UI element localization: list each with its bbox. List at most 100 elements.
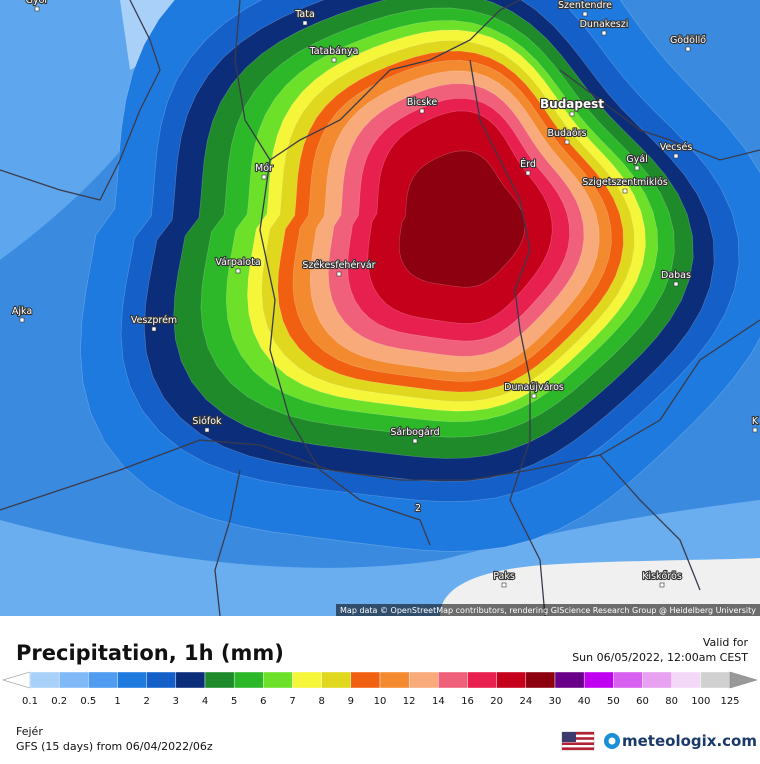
city-label: Szigetszentmiklós	[582, 177, 668, 188]
city-label: Székesfehérvár	[302, 260, 375, 271]
scale-label: 1	[114, 696, 120, 707]
city-marker	[601, 30, 607, 36]
city-label: Kiskőrös	[642, 571, 682, 582]
city-marker	[34, 6, 40, 12]
city-label: Győr	[26, 0, 49, 6]
city-marker	[531, 393, 537, 399]
county-border	[469, 59, 546, 616]
city-label: Tata	[294, 9, 315, 20]
scale-label: 125	[720, 696, 739, 707]
brand-name: meteologix.com	[622, 732, 757, 750]
scale-box	[379, 671, 410, 689]
scale-box	[467, 671, 497, 689]
scale-arrow-left	[1, 671, 31, 689]
county-border	[234, 0, 521, 161]
map: Győr Tata Szentendre Dunakeszi Gödöllő Tatabá…	[0, 0, 760, 616]
city-marker	[685, 46, 691, 52]
city-marker	[302, 20, 308, 26]
scale-box	[321, 671, 352, 689]
scale-box	[175, 671, 206, 689]
city-marker	[19, 317, 25, 323]
borders	[0, 0, 760, 616]
scale-box	[58, 671, 89, 689]
city-label: K	[752, 416, 759, 427]
scale-box	[88, 671, 118, 689]
city-label: Dunakeszi	[580, 19, 629, 30]
city-label: Tatabánya	[309, 46, 359, 57]
city-label: Mór	[255, 163, 273, 174]
city-label: Gödöllő	[670, 35, 706, 46]
scale-label: 30	[549, 696, 562, 707]
city-label: Szentendre	[558, 0, 612, 11]
scale-box	[204, 671, 235, 689]
flag-stripe	[562, 737, 594, 740]
scale-label: 100	[691, 696, 710, 707]
scale-box	[117, 671, 147, 689]
county-border	[0, 0, 161, 201]
scale-box	[700, 671, 731, 689]
city-marker	[622, 188, 628, 194]
brand[interactable]: meteologix.com	[604, 732, 757, 750]
scale-label: 14	[432, 696, 445, 707]
model-run: GFS (15 days) from 06/04/2022/06z	[16, 740, 213, 753]
flag-stripe	[562, 732, 594, 735]
scale-label: 0.2	[51, 696, 67, 707]
scale-label: 7	[289, 696, 295, 707]
city-marker	[582, 11, 588, 17]
scale-label: 12	[403, 696, 416, 707]
scale-label: 50	[607, 696, 620, 707]
city-label: Várpalota	[215, 257, 260, 268]
scale-box	[671, 671, 702, 689]
county-border	[599, 454, 701, 591]
scale-box	[613, 671, 643, 689]
scale-box	[233, 671, 264, 689]
scale-label: 80	[665, 696, 678, 707]
city-marker	[419, 108, 425, 114]
county-border	[214, 469, 241, 616]
scale-label: 8	[318, 696, 324, 707]
city-label: Budapest	[540, 97, 604, 111]
city-label: Vecsés	[660, 142, 693, 153]
city-marker	[412, 438, 418, 444]
city-marker	[331, 57, 337, 63]
contour-label: 2	[415, 503, 421, 514]
scale-label: 20	[490, 696, 503, 707]
scale-box	[263, 671, 293, 689]
attribution: Map data © OpenStreetMap contributors, r…	[340, 606, 756, 615]
city-label: Ajka	[12, 306, 32, 317]
scale-box	[350, 671, 381, 689]
scale-label: 4	[202, 696, 208, 707]
city-marker	[525, 170, 531, 176]
scale-label: 60	[636, 696, 649, 707]
precip-contours	[80, 0, 760, 552]
city-marker	[235, 268, 241, 274]
scale-label: 16	[461, 696, 474, 707]
scale-box	[408, 671, 439, 689]
city-marker	[634, 165, 640, 171]
scale-box	[642, 671, 672, 689]
scale-box	[583, 671, 614, 689]
color-scale: 0.1 0.2 0.5 1 2 3 4 5 6 7 8 9 10 12 14 16 20 24 30 40 50 60 80…	[1, 671, 759, 707]
scale-label: 9	[348, 696, 354, 707]
dry-area	[440, 558, 760, 616]
city-label: Sárbogárd	[390, 427, 439, 438]
city-marker	[673, 153, 679, 159]
city-marker	[569, 111, 575, 117]
scale-box	[146, 671, 177, 689]
cities: Győr Tata Szentendre Dunakeszi Gödöllő Tatabá…	[11, 0, 760, 588]
brand-icon-inner	[608, 737, 616, 745]
city-label: Bicske	[407, 97, 437, 108]
scale-box	[438, 671, 468, 689]
contour	[398, 150, 526, 288]
scale-label: 0.5	[80, 696, 96, 707]
city-marker	[204, 427, 210, 433]
valid-label: Valid for	[703, 636, 749, 649]
city-label: Érd	[520, 158, 536, 170]
city-label: Siófok	[192, 416, 222, 427]
valid-time: Sun 06/05/2022, 12:00am CEST	[572, 651, 748, 664]
flag[interactable]	[561, 731, 595, 751]
scale-box	[29, 671, 60, 689]
city-label: Gyál	[626, 154, 647, 165]
scale-box	[554, 671, 585, 689]
